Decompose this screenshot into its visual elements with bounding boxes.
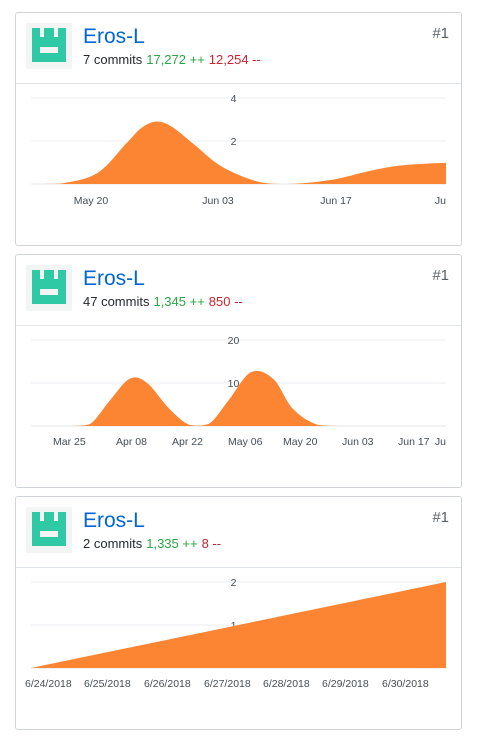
- y-tick-label: 10: [228, 378, 240, 390]
- contribution-chart: 2 4 May 20 Jun 03 Jun 17 Ju: [16, 84, 461, 244]
- contributor-name-link[interactable]: Eros-L: [83, 267, 145, 290]
- contributor-card: Eros-L 2 commits 1,335 ++ 8 -- #1 1 2 6/24/2…: [15, 496, 462, 730]
- contributor-header: Eros-L 7 commits 17,272 ++ 12,254 -- #1: [16, 13, 461, 84]
- deletions-count: 8 --: [201, 536, 222, 551]
- y-tick-label: 2: [231, 136, 237, 148]
- x-tick-label: Jun 03: [202, 195, 234, 207]
- x-tick-label: Mar 25: [53, 436, 86, 448]
- avatar[interactable]: [26, 23, 72, 69]
- additions-count: 1,345 ++: [153, 294, 205, 309]
- contributor-rank: #1: [432, 25, 449, 42]
- avatar[interactable]: [26, 265, 72, 311]
- contributor-header: Eros-L 2 commits 1,335 ++ 8 -- #1: [16, 497, 461, 568]
- x-tick-label: May 20: [74, 195, 109, 207]
- x-tick-label: 6/26/2018: [144, 678, 191, 690]
- x-tick-label: 6/28/2018: [263, 678, 310, 690]
- x-tick-label: Jun 03: [342, 436, 374, 448]
- x-tick-label: 6/24/2018: [25, 678, 72, 690]
- contributor-header: Eros-L 47 commits 1,345 ++ 850 -- #1: [16, 255, 461, 326]
- deletions-count: 850 --: [208, 294, 243, 309]
- contributor-rank: #1: [432, 267, 449, 284]
- commits-count-link[interactable]: 2 commits: [83, 536, 143, 551]
- x-tick-label: May 20: [283, 436, 318, 448]
- deletions-count: 12,254 --: [208, 52, 261, 67]
- contribution-chart-svg: 2 4 May 20 Jun 03 Jun 17 Ju: [31, 93, 446, 207]
- x-tick-label: 6/30/2018: [382, 678, 429, 690]
- x-tick-label: Ju: [435, 436, 446, 448]
- contribution-stats: 7 commits 17,272 ++ 12,254 --: [83, 52, 261, 68]
- commit-area-series: [31, 121, 446, 184]
- y-tick-label: 2: [231, 577, 237, 589]
- x-tick-label: 6/27/2018: [204, 678, 251, 690]
- contribution-stats: 47 commits 1,345 ++ 850 --: [83, 294, 243, 310]
- contributor-name-link[interactable]: Eros-L: [83, 509, 145, 532]
- identicon-avatar-icon: [26, 23, 72, 69]
- contributor-name-link[interactable]: Eros-L: [83, 25, 145, 48]
- commit-area-series: [31, 582, 446, 668]
- additions-count: 17,272 ++: [146, 52, 205, 67]
- x-tick-label: 6/29/2018: [322, 678, 369, 690]
- y-tick-label: 20: [228, 335, 240, 347]
- contributor-rank: #1: [432, 509, 449, 526]
- x-tick-label: Ju: [435, 195, 446, 207]
- y-tick-label: 1: [231, 620, 237, 632]
- commit-area-series: [31, 370, 446, 426]
- x-tick-label: Apr 22: [172, 436, 203, 448]
- contribution-stats: 2 commits 1,335 ++ 8 --: [83, 536, 221, 552]
- commits-count-link[interactable]: 7 commits: [83, 52, 143, 67]
- x-tick-label: Jun 17: [398, 436, 430, 448]
- contribution-chart-svg: 10 20 Mar 25 Apr 08 Apr 22 May 06 May 20 Jun 03…: [31, 335, 446, 448]
- contribution-chart-svg: 1 2 6/24/2018 6/25/2018 6/26/2018 6/27/2018 6/…: [25, 577, 446, 690]
- identicon-avatar-icon: [26, 507, 72, 553]
- identicon-avatar-icon: [26, 265, 72, 311]
- x-tick-label: May 06: [228, 436, 263, 448]
- additions-count: 1,335 ++: [146, 536, 198, 551]
- contributor-card: Eros-L 47 commits 1,345 ++ 850 -- #1 10 20 M…: [15, 254, 462, 488]
- contribution-chart: 1 2 6/24/2018 6/25/2018 6/26/2018 6/27/2018 6/…: [16, 568, 461, 728]
- avatar[interactable]: [26, 507, 72, 553]
- x-tick-label: 6/25/2018: [84, 678, 131, 690]
- x-tick-label: Jun 17: [320, 195, 352, 207]
- y-tick-label: 4: [231, 93, 237, 105]
- contribution-chart: 10 20 Mar 25 Apr 08 Apr 22 May 06 May 20 Jun 03…: [16, 326, 461, 486]
- commits-count-link[interactable]: 47 commits: [83, 294, 150, 309]
- x-tick-label: Apr 08: [116, 436, 147, 448]
- contributor-card: Eros-L 7 commits 17,272 ++ 12,254 -- #1 2 4…: [15, 12, 462, 246]
